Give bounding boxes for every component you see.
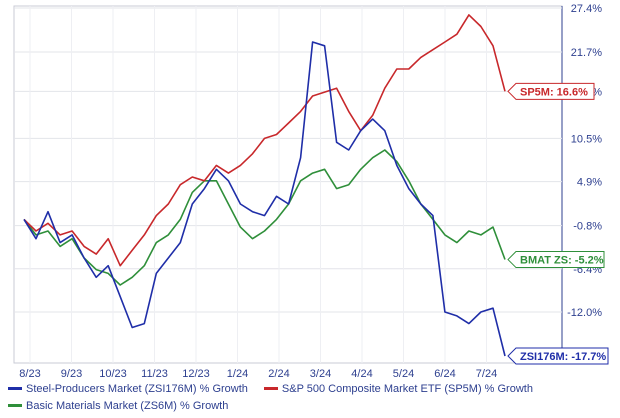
y-axis-ticks: 27.4%21.7%16.6%10.5%4.9%-0.8%-6.4%-12.0% <box>567 3 602 319</box>
legend-label-basic-materials: Basic Materials Market (ZS6M) % Growth <box>26 399 229 412</box>
x-tick-label: 2/24 <box>268 368 289 380</box>
end-labels: ZSI176M: -17.7% SP5M: 16.6% BMAT ZS: -5.2% <box>507 82 609 365</box>
x-tick-label: 4/24 <box>351 368 372 380</box>
end-label-sp500-box <box>507 82 595 100</box>
legend-label-steel: Steel-Producers Market (ZSI176M) % Growt… <box>26 382 248 395</box>
y-tick-label: 10.5% <box>571 133 602 145</box>
x-tick-label: 10/23 <box>99 368 127 380</box>
legend-swatch-basic-materials <box>8 404 22 407</box>
x-tick-label: 7/24 <box>476 368 497 380</box>
end-label-steel-producers: ZSI176M: -17.7% <box>520 351 606 363</box>
legend-item-steel: Steel-Producers Market (ZSI176M) % Growt… <box>8 383 248 395</box>
legend-item-sp500: S&P 500 Composite Market ETF (SP5M) % Gr… <box>263 382 533 395</box>
end-label-steel-producers-box <box>507 347 609 365</box>
y-tick-label: -12.0% <box>567 307 602 319</box>
x-tick-label: 8/23 <box>19 368 40 380</box>
x-tick-label: 3/24 <box>310 368 331 380</box>
y-tick-label: 21.7% <box>571 47 602 59</box>
legend: Steel-Producers Market (ZSI176M) % Growt… <box>8 380 608 414</box>
x-tick-label: 1/24 <box>227 368 248 380</box>
chart-svg: 27.4%21.7%16.6%10.5%4.9%-0.8%-6.4%-12.0%… <box>13 3 609 380</box>
legend-row-2: Basic Materials Market (ZS6M) % Growth <box>8 397 608 414</box>
plot-area <box>13 5 563 364</box>
end-label-steel-producers-group: ZSI176M: -17.7% <box>507 347 609 365</box>
end-label-basic-materials: BMAT ZS: -5.2% <box>520 255 604 267</box>
series-lines <box>23 14 506 357</box>
series-line-basic-materials <box>23 149 506 286</box>
legend-item-basic-materials: Basic Materials Market (ZS6M) % Growth <box>8 400 228 412</box>
y-tick-label: 27.4% <box>571 3 602 15</box>
end-label-sp500-group: SP5M: 16.6% <box>507 82 595 100</box>
x-tick-label: 11/23 <box>141 368 168 380</box>
series-line-steel-producers <box>23 41 506 357</box>
x-tick-label: 9/23 <box>61 368 82 380</box>
legend-row-1: Steel-Producers Market (ZSI176M) % Growt… <box>8 380 608 397</box>
legend-swatch-sp500 <box>263 387 278 390</box>
end-label-sp500: SP5M: 16.6% <box>520 86 588 98</box>
grid-lines <box>14 6 562 363</box>
end-label-basic-materials-box <box>507 251 605 269</box>
x-axis-ticks: 8/23 9/23 10/23 11/23 12/23 1/24 2/24 3/24 4/24 5… <box>19 368 497 380</box>
y-tick-label: -0.8% <box>573 221 602 233</box>
y-tick-label: 4.9% <box>577 177 602 189</box>
x-tick-label: 5/24 <box>393 368 414 380</box>
x-tick-label: 6/24 <box>434 368 455 380</box>
legend-swatch-steel <box>8 387 22 390</box>
series-line-sp500 <box>23 14 506 267</box>
x-tick-label: 12/23 <box>182 368 210 380</box>
legend-label-sp500: S&P 500 Composite Market ETF (SP5M) % Gr… <box>281 382 533 395</box>
end-label-basic-materials-group: BMAT ZS: -5.2% <box>507 251 605 269</box>
